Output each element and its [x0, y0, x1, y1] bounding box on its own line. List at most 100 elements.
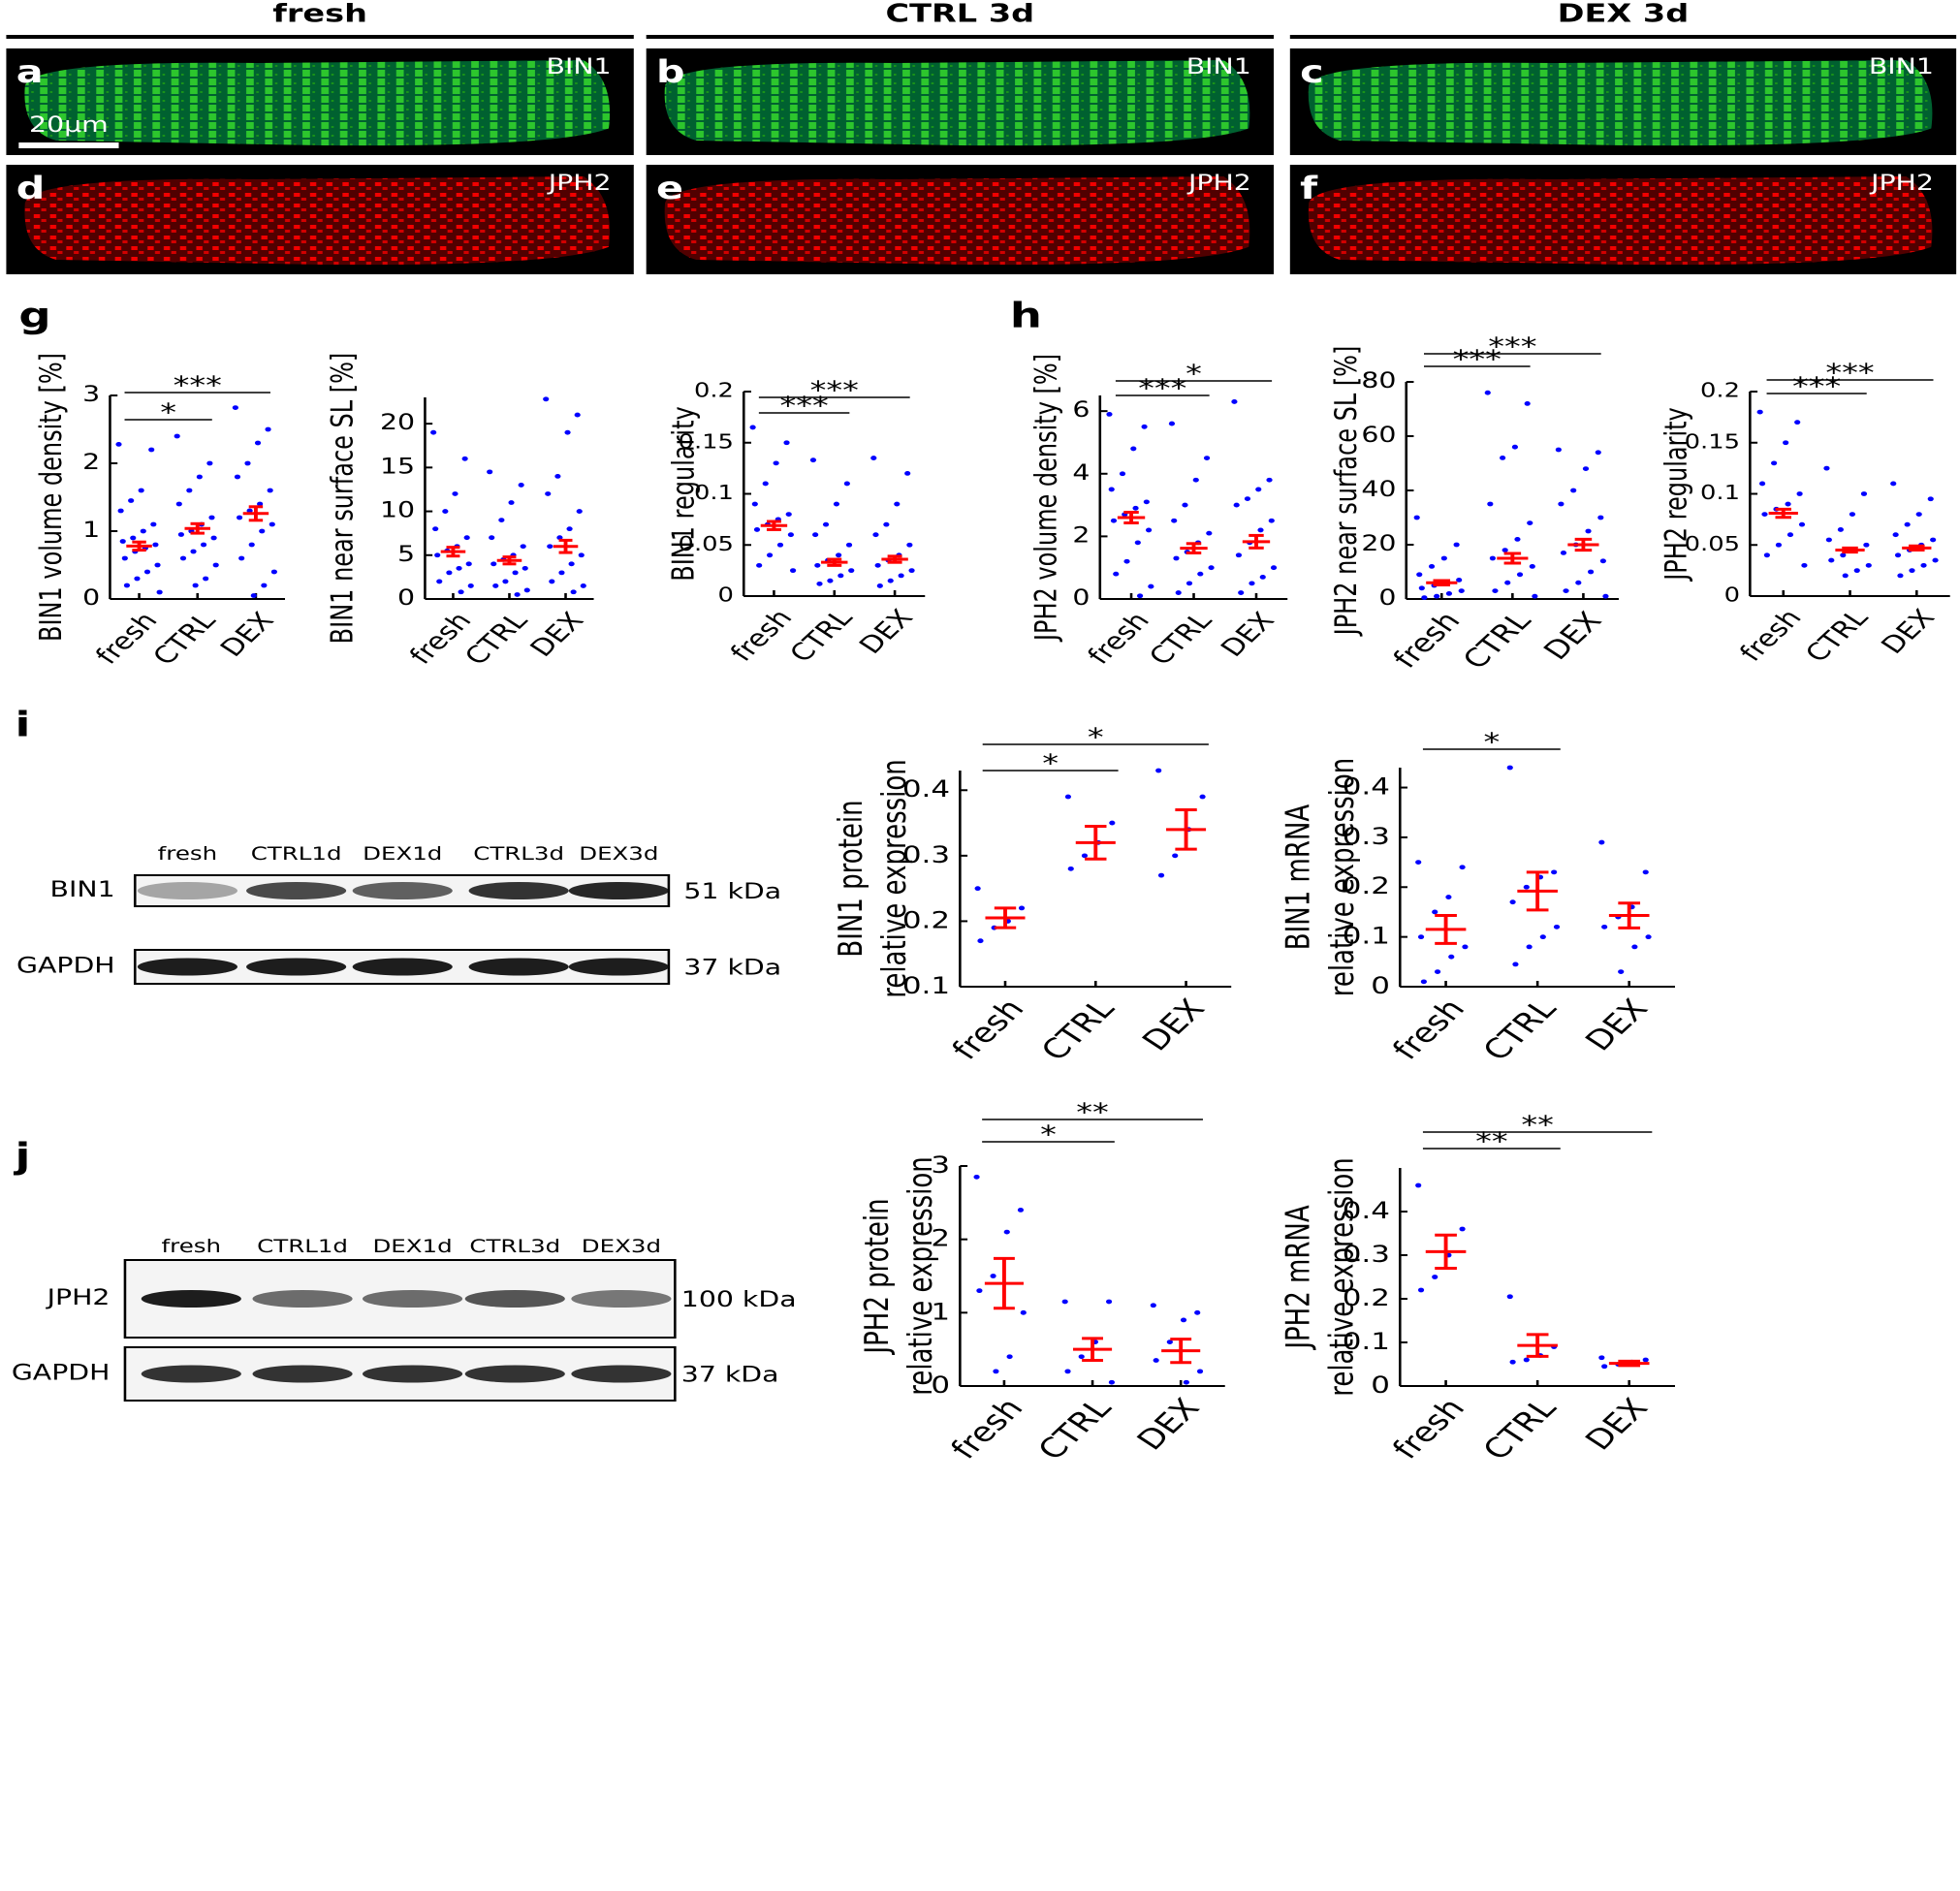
x-tick-label: fresh [88, 607, 164, 670]
y-tick-label: 0 [1371, 1371, 1390, 1399]
y-tick-label: 0 [1378, 584, 1396, 610]
data-point [1763, 552, 1770, 558]
data-point [463, 535, 470, 541]
scale-bar [18, 142, 119, 148]
blot-band [252, 1290, 353, 1308]
data-point [138, 488, 144, 493]
data-point [977, 938, 984, 944]
data-point [1560, 551, 1567, 555]
panel-letter: c [1300, 54, 1323, 90]
data-point [1860, 491, 1868, 496]
y-axis-label: BIN1 regularity [666, 406, 702, 581]
significance-label: ** [1521, 1111, 1554, 1140]
data-point [1257, 527, 1264, 533]
data-point [822, 521, 830, 527]
data-point [1511, 444, 1518, 450]
data-point [812, 532, 819, 538]
data-point [1599, 558, 1606, 564]
data-point [192, 583, 199, 588]
significance-label: * [1042, 749, 1059, 778]
data-point [1255, 487, 1262, 492]
significance-label: ** [1076, 1098, 1109, 1127]
panel-letter: e [656, 171, 683, 206]
data-point [816, 581, 823, 586]
data-point [766, 552, 774, 558]
data-point [458, 589, 464, 595]
y-tick-label: 0 [931, 1371, 950, 1399]
y-tick-label: 15 [380, 454, 415, 479]
lane-label: DEX3d [582, 1237, 661, 1258]
column-title: DEX 3d [1558, 0, 1690, 28]
y-tick-label: 0.05 [679, 534, 734, 556]
significance-label: *** [1453, 345, 1502, 374]
blot-band [352, 882, 453, 899]
data-point [498, 518, 505, 523]
data-point [1157, 872, 1165, 878]
data-point [1199, 794, 1206, 800]
data-point [1168, 421, 1176, 426]
lane-label: DEX3d [579, 844, 658, 866]
data-point [1798, 521, 1806, 527]
y-tick-label: 0.2 [694, 380, 734, 402]
data-point [1434, 593, 1440, 599]
data-point [1180, 1317, 1187, 1323]
data-point [490, 561, 497, 567]
data-point [1143, 499, 1150, 505]
data-point [1631, 944, 1638, 950]
row-label: GAPDH [12, 1360, 111, 1385]
data-point [177, 532, 184, 537]
data-point [543, 396, 550, 402]
data-point [436, 579, 443, 584]
data-point [904, 471, 911, 476]
y-tick-label: 0 [718, 584, 734, 607]
data-point [1551, 869, 1558, 875]
x-tick-label: fresh [1081, 607, 1156, 670]
data-point [250, 593, 257, 598]
data-point [1500, 456, 1506, 460]
chart: g 0 1 2 3 BIN1 volume density [%] freshCTRLDEX… [18, 295, 286, 670]
data-point [809, 457, 817, 463]
data-point [1582, 466, 1590, 471]
data-point [208, 515, 215, 520]
x-tick-label: CTRL [1475, 1392, 1565, 1466]
data-point [1558, 501, 1565, 507]
data-point [1504, 580, 1511, 585]
data-point [1601, 1364, 1608, 1370]
data-point [1597, 515, 1604, 520]
data-point [1175, 590, 1182, 595]
data-point [152, 542, 159, 548]
x-tick-label: fresh [723, 604, 799, 667]
data-point [1259, 574, 1266, 580]
data-point [1865, 562, 1872, 568]
data-point [492, 583, 499, 588]
y-axis-label: BIN1 protein [833, 800, 870, 957]
data-point [1796, 491, 1803, 496]
lane-label: DEX1d [363, 844, 442, 866]
data-point [1532, 593, 1538, 599]
y-tick-label: 0.4 [1343, 1196, 1390, 1224]
data-point [564, 429, 571, 435]
data-point [1006, 1354, 1013, 1360]
size-label: 51 kDa [683, 878, 781, 903]
data-point [789, 568, 797, 574]
data-point [1502, 548, 1508, 552]
lane-label: fresh [162, 1237, 221, 1258]
data-point [908, 568, 915, 574]
data-point [1183, 1379, 1189, 1385]
data-point [1445, 895, 1452, 899]
blot-band [246, 882, 347, 899]
chart: 0 5 10 15 20 BIN1 near surface SL [%] freshCTR… [325, 353, 594, 670]
data-point [156, 589, 163, 595]
data-point [1492, 588, 1499, 593]
x-tick-label: fresh [944, 993, 1032, 1065]
data-point [1842, 573, 1849, 579]
data-point [887, 578, 894, 583]
data-point [1420, 979, 1427, 985]
data-point [121, 555, 128, 561]
x-tick-label: DEX [1134, 993, 1213, 1056]
data-point [1416, 572, 1423, 578]
data-point [783, 440, 790, 446]
data-point [1432, 909, 1438, 915]
chart: 0 1 2 3 JPH2 protein relative expressionfresh… [859, 1098, 1225, 1466]
